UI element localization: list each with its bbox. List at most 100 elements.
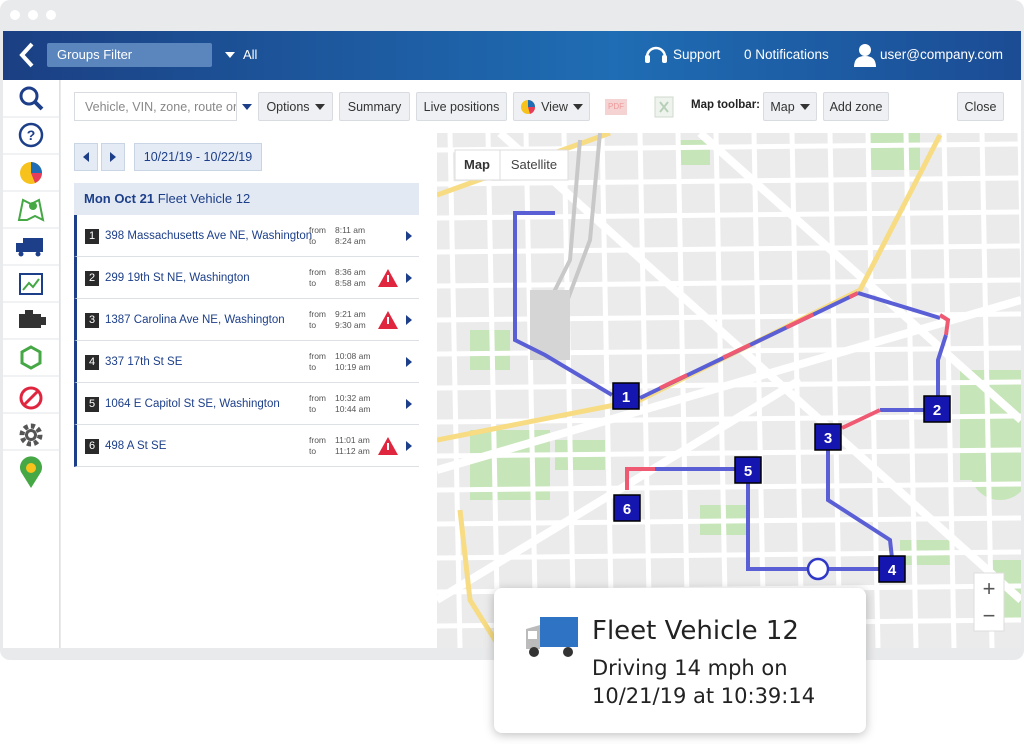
caret (314, 103, 325, 110)
alert-mark (387, 443, 389, 450)
prev-arrow (83, 152, 89, 162)
close-button[interactable]: Close (957, 92, 1004, 121)
header: Groups Filter All Support 0 Notification… (3, 31, 1021, 80)
date-range[interactable]: 10/21/19 - 10/22/19 (134, 143, 262, 171)
excel-button[interactable] (654, 96, 674, 118)
stop-marker[interactable]: 1 (612, 382, 640, 410)
trip-header: Mon Oct 21 Fleet Vehicle 12 (74, 183, 419, 215)
add-zone-label: Add zone (829, 99, 883, 114)
stop-marker[interactable]: 3 (814, 423, 842, 451)
view-button[interactable]: View (513, 92, 590, 121)
marker-number: 1 (622, 389, 630, 406)
alert-icon (378, 269, 398, 287)
pdf-button[interactable]: PDF (605, 99, 627, 115)
to-time: 8:58 am (335, 278, 366, 288)
marker-number: 5 (744, 463, 752, 480)
street (437, 277, 1021, 289)
marker-number: 6 (623, 501, 631, 518)
search-input[interactable]: Vehicle, VIN, zone, route or (74, 92, 237, 121)
route (513, 211, 951, 571)
expand-arrow (406, 441, 412, 451)
window-dot (10, 10, 20, 20)
trip-panel (61, 133, 437, 648)
from-label: from (309, 393, 326, 403)
user-link[interactable]: user@company.com (880, 47, 1003, 62)
zoom-out[interactable]: − (983, 603, 996, 628)
search-caret (242, 104, 252, 110)
stop-number: 1 (85, 229, 99, 244)
map-button[interactable]: Map (464, 157, 490, 172)
support-link[interactable]: Support (673, 47, 721, 62)
stop-number: 3 (85, 313, 99, 328)
stop-address: 1064 E Capitol St SE, Washington (105, 398, 280, 410)
settings-icon[interactable] (19, 423, 43, 447)
zoom-in[interactable]: + (983, 576, 996, 601)
stop-address: 498 A St SE (105, 440, 167, 452)
chart-icon[interactable] (19, 273, 43, 295)
caret (572, 103, 583, 110)
live-positions-button[interactable]: Live positions (416, 92, 507, 121)
arrow (406, 399, 412, 409)
report-icon[interactable] (20, 162, 42, 184)
vehicle-position[interactable] (806, 557, 830, 581)
notifications-link[interactable]: 0 Notifications (744, 47, 829, 62)
expand-arrow (406, 273, 412, 283)
groups-filter[interactable]: Groups Filter (47, 43, 212, 67)
street (437, 175, 1021, 187)
back-button[interactable] (17, 41, 37, 69)
stop-row[interactable]: 5 1064 E Capitol St SE, Washington from to 1… (74, 383, 419, 425)
stop-markers: 1 2 3 4 5 6 (612, 382, 951, 583)
zoom-control (973, 572, 1005, 632)
stop-marker[interactable]: 2 (923, 395, 951, 423)
expand-arrow (406, 315, 412, 325)
stop-row[interactable]: 6 498 A St SE from to 11:01 am 11:12 am (74, 425, 419, 467)
to-label: to (309, 320, 317, 330)
stop-address: 299 19th St NE, Washington (105, 272, 250, 284)
street (437, 209, 1021, 221)
filter-value[interactable]: All (243, 47, 258, 62)
stop-marker[interactable]: 6 (613, 494, 641, 522)
street (751, 133, 767, 648)
map-background (437, 133, 1021, 648)
to-time: 10:44 am (335, 404, 371, 414)
marker-box (923, 395, 951, 423)
stop-row[interactable]: 3 1387 Carolina Ave NE, Washington from to 9… (74, 299, 419, 341)
next-button[interactable] (101, 143, 125, 171)
caret (799, 103, 810, 110)
marker-number: 2 (933, 402, 941, 419)
options-button[interactable]: Options (258, 92, 333, 121)
vehicle-icon[interactable] (16, 238, 43, 257)
options-label: Options (266, 99, 310, 114)
from-time: 10:32 am (335, 393, 371, 403)
zones-icon[interactable] (20, 345, 42, 370)
street (637, 133, 653, 648)
stop-number: 4 (85, 355, 99, 370)
summary-button[interactable]: Summary (339, 92, 410, 121)
stop-row[interactable]: 4 337 17th St SE from to 10:08 am 10:19 am (74, 341, 419, 383)
stop-row[interactable]: 2 299 19th St NE, Washington from to 8:36 am… (74, 257, 419, 299)
stop-marker[interactable]: 4 (878, 555, 906, 583)
map[interactable]: 1 2 3 4 5 6 Map Satellite + − (437, 133, 1021, 648)
marker-box (814, 423, 842, 451)
stop-row[interactable]: 1 398 Massachusetts Ave NE, Washington fro… (74, 215, 419, 257)
places-icon[interactable] (19, 456, 43, 488)
block-icon[interactable] (19, 386, 43, 410)
add-zone-button[interactable]: Add zone (823, 92, 889, 121)
prev-button[interactable] (74, 143, 98, 171)
help-icon[interactable]: ? (18, 122, 44, 148)
stop-address: 1387 Carolina Ave NE, Washington (105, 314, 285, 326)
marker-box (878, 555, 906, 583)
marker-number: 3 (824, 430, 832, 447)
from-time: 10:08 am (335, 351, 371, 361)
satellite-button[interactable]: Satellite (511, 157, 557, 172)
stop-marker[interactable]: 5 (734, 456, 762, 484)
user-icon (854, 44, 876, 67)
search-icon[interactable] (19, 86, 44, 111)
marker-box (734, 456, 762, 484)
map-icon[interactable] (17, 198, 45, 222)
from-label: from (309, 225, 326, 235)
street (437, 447, 1021, 459)
map-type-button[interactable]: Map (763, 92, 817, 121)
from-label: from (309, 267, 326, 277)
engine-icon[interactable] (19, 310, 46, 328)
